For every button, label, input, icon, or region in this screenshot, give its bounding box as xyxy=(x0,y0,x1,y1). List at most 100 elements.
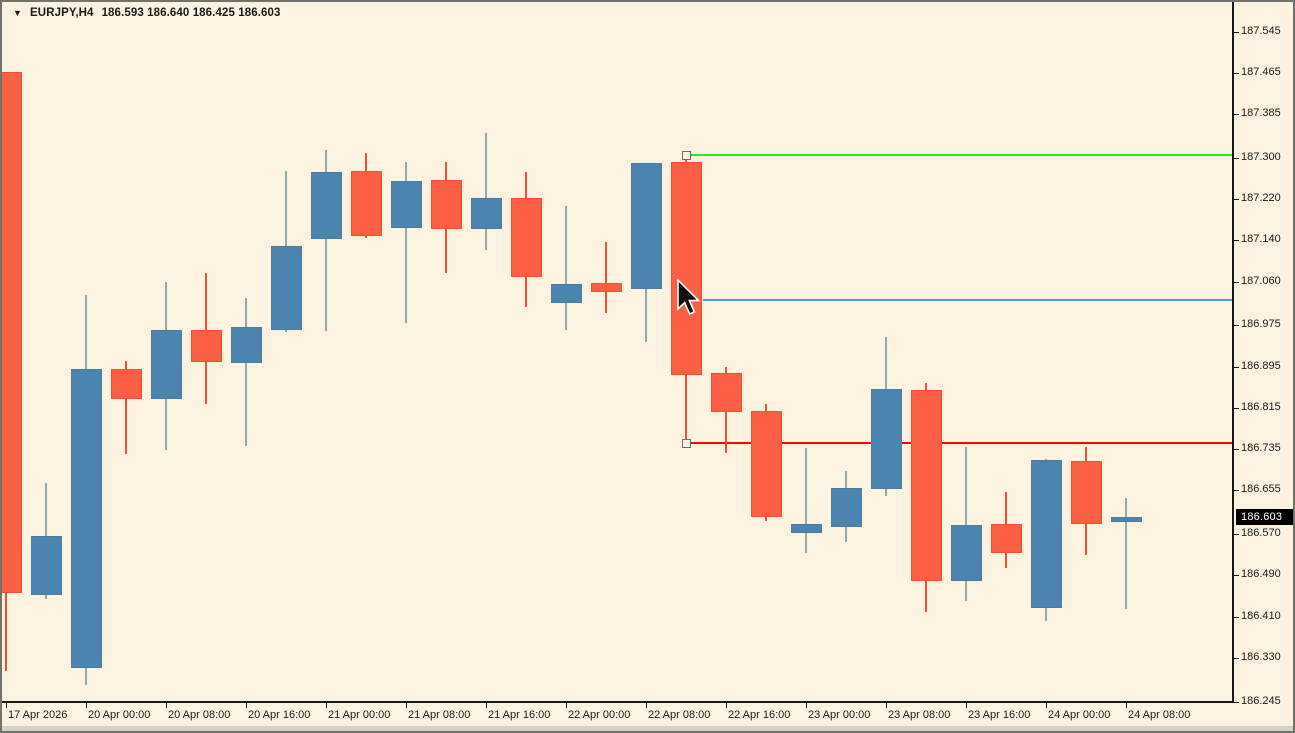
time-axis-label: 20 Apr 00:00 xyxy=(88,709,151,721)
candle-wick-up xyxy=(325,150,327,331)
candle-body-up xyxy=(1111,517,1142,522)
price-tick xyxy=(1234,114,1239,115)
candle-body-up xyxy=(471,198,502,229)
price-tick xyxy=(1234,617,1239,618)
candle-wick-up xyxy=(965,447,967,601)
time-axis-label: 23 Apr 08:00 xyxy=(888,709,951,721)
time-axis-label: 24 Apr 08:00 xyxy=(1128,709,1191,721)
price-axis-label: 186.815 xyxy=(1241,401,1281,413)
price-axis-label: 187.385 xyxy=(1241,107,1281,119)
candle-body-up xyxy=(871,389,902,489)
price-tick xyxy=(1234,325,1239,326)
horizontal-line-red[interactable] xyxy=(690,442,1232,444)
line-anchor-handle[interactable] xyxy=(682,439,691,448)
candle-body-down xyxy=(591,283,622,292)
price-tick xyxy=(1234,32,1239,33)
price-tick xyxy=(1234,282,1239,283)
price-tick xyxy=(1234,408,1239,409)
time-tick xyxy=(1046,703,1047,708)
time-axis-label: 17 Apr 2026 xyxy=(8,709,68,721)
price-axis-label: 186.735 xyxy=(1241,442,1281,454)
candle-body-down xyxy=(671,162,702,375)
time-tick xyxy=(246,703,247,708)
price-tick xyxy=(1234,367,1239,368)
candle-body-up xyxy=(951,525,982,581)
time-axis-label: 22 Apr 16:00 xyxy=(728,709,791,721)
candle-wick-down xyxy=(605,242,607,313)
time-tick xyxy=(406,703,407,708)
price-axis-label: 187.545 xyxy=(1241,25,1281,37)
price-axis-label: 187.060 xyxy=(1241,275,1281,287)
time-axis-label: 21 Apr 16:00 xyxy=(488,709,551,721)
price-axis-label: 186.570 xyxy=(1241,527,1281,539)
time-tick xyxy=(726,703,727,708)
price-tick xyxy=(1234,199,1239,200)
time-tick xyxy=(166,703,167,708)
candle-body-down xyxy=(431,180,462,229)
price-axis-label: 186.330 xyxy=(1241,651,1281,663)
time-tick xyxy=(326,703,327,708)
time-axis-label: 20 Apr 08:00 xyxy=(168,709,231,721)
time-tick xyxy=(646,703,647,708)
time-tick xyxy=(966,703,967,708)
horizontal-line-green[interactable] xyxy=(690,154,1232,156)
price-axis-label: 187.140 xyxy=(1241,233,1281,245)
price-axis-label: 186.490 xyxy=(1241,568,1281,580)
price-tick xyxy=(1234,658,1239,659)
candle-wick-up xyxy=(1125,498,1127,609)
candle-body-up xyxy=(831,488,862,527)
candle-body-down xyxy=(751,411,782,517)
price-axis-label: 187.300 xyxy=(1241,151,1281,163)
current-price-label: 186.603 xyxy=(1236,509,1294,525)
time-axis[interactable]: 17 Apr 2026 20 Apr 00:00 20 Apr 08:00 20 Ap… xyxy=(0,701,1232,726)
time-tick xyxy=(806,703,807,708)
ohlc-values-label: 186.593 186.640 186.425 186.603 xyxy=(101,7,281,19)
price-axis-label: 187.220 xyxy=(1241,192,1281,204)
candle-body-down xyxy=(191,330,222,362)
price-tick xyxy=(1234,240,1239,241)
candle-body-up xyxy=(1031,460,1062,608)
horizontal-line-blue[interactable] xyxy=(703,299,1232,301)
candle-body-up xyxy=(71,369,102,668)
candle-body-up xyxy=(271,246,302,330)
candle-body-up xyxy=(151,330,182,399)
time-tick xyxy=(86,703,87,708)
candle-wick-up xyxy=(405,162,407,323)
mouse-cursor-icon xyxy=(677,279,701,316)
price-tick xyxy=(1234,534,1239,535)
time-axis-label: 24 Apr 00:00 xyxy=(1048,709,1111,721)
time-axis-label: 23 Apr 00:00 xyxy=(808,709,871,721)
chart-plot-area[interactable] xyxy=(0,0,1232,701)
candle-wick-up xyxy=(485,133,487,250)
candles-layer xyxy=(0,72,1142,685)
candle-body-down xyxy=(911,390,942,581)
chevron-down-icon[interactable]: ▼ xyxy=(13,8,23,18)
time-tick xyxy=(486,703,487,708)
time-axis-label: 21 Apr 08:00 xyxy=(408,709,471,721)
time-tick xyxy=(1126,703,1127,708)
candle-body-down xyxy=(351,171,382,236)
time-axis-label: 22 Apr 08:00 xyxy=(648,709,711,721)
price-axis-label: 186.895 xyxy=(1241,360,1281,372)
time-tick xyxy=(6,703,7,708)
symbol-title-bar: ▼ EURJPY,H4 186.593 186.640 186.425 186.… xyxy=(13,7,281,19)
time-axis-label: 20 Apr 16:00 xyxy=(248,709,311,721)
price-axis[interactable]: 187.545 187.465 187.385 187.300 187.220 187.1… xyxy=(1232,0,1295,726)
time-tick xyxy=(886,703,887,708)
candle-body-down xyxy=(991,524,1022,553)
time-axis-label: 21 Apr 00:00 xyxy=(328,709,391,721)
price-axis-label: 186.655 xyxy=(1241,483,1281,495)
candle-body-up xyxy=(551,284,582,303)
price-tick xyxy=(1234,702,1239,703)
price-axis-label: 186.245 xyxy=(1241,695,1281,707)
price-tick xyxy=(1234,449,1239,450)
candle-wick-up xyxy=(805,448,807,553)
candle-body-down xyxy=(1071,461,1102,524)
candle-wick-down xyxy=(125,361,127,454)
candle-body-up xyxy=(31,536,62,595)
time-axis-label: 23 Apr 16:00 xyxy=(968,709,1031,721)
candle-wick-up xyxy=(565,206,567,330)
candle-wick-up xyxy=(245,298,247,446)
line-anchor-handle[interactable] xyxy=(682,151,691,160)
time-tick xyxy=(566,703,567,708)
